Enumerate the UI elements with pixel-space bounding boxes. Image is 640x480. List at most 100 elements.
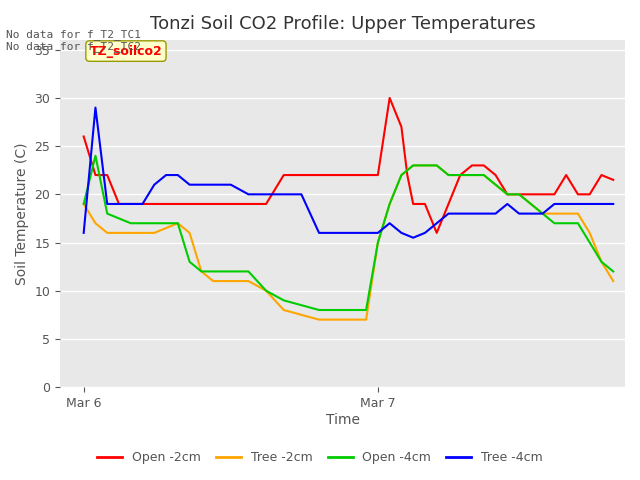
Open -2cm xyxy=(586,192,593,197)
Tree -4cm xyxy=(563,201,570,207)
Open -4cm xyxy=(397,172,405,178)
Tree -4cm xyxy=(80,230,88,236)
Tree -4cm xyxy=(539,211,547,216)
Tree -4cm xyxy=(598,201,605,207)
Tree -4cm xyxy=(186,182,193,188)
Open -4cm xyxy=(550,220,558,226)
Tree -2cm xyxy=(586,230,593,236)
Tree -2cm xyxy=(92,220,99,226)
Tree -4cm xyxy=(480,211,488,216)
Tree -4cm xyxy=(262,192,270,197)
Open -4cm xyxy=(586,240,593,245)
Tree -4cm xyxy=(209,182,217,188)
Open -2cm xyxy=(480,163,488,168)
Tree -2cm xyxy=(433,163,440,168)
Tree -2cm xyxy=(492,182,499,188)
Open -2cm xyxy=(227,201,235,207)
Tree -2cm xyxy=(563,211,570,216)
Tree -2cm xyxy=(609,278,617,284)
Open -2cm xyxy=(327,172,335,178)
Open -2cm xyxy=(468,163,476,168)
Tree -4cm xyxy=(244,192,252,197)
Tree -2cm xyxy=(209,278,217,284)
Tree -4cm xyxy=(104,201,111,207)
Open -4cm xyxy=(480,172,488,178)
Open -4cm xyxy=(262,288,270,294)
Open -2cm xyxy=(139,201,147,207)
Tree -4cm xyxy=(515,211,523,216)
Line: Tree -2cm: Tree -2cm xyxy=(84,166,613,320)
Open -4cm xyxy=(492,182,499,188)
Y-axis label: Soil Temperature (C): Soil Temperature (C) xyxy=(15,143,29,285)
Open -2cm xyxy=(574,192,582,197)
Open -2cm xyxy=(80,133,88,139)
Tree -4cm xyxy=(351,230,358,236)
Open -4cm xyxy=(504,192,511,197)
Tree -2cm xyxy=(174,220,182,226)
Tree -2cm xyxy=(351,317,358,323)
Tree -2cm xyxy=(386,201,394,207)
Tree -2cm xyxy=(316,317,323,323)
Open -4cm xyxy=(150,220,158,226)
Tree -2cm xyxy=(244,278,252,284)
Open -4cm xyxy=(433,163,440,168)
Text: No data for f_T2_TC1
No data for f_T2_TC2: No data for f_T2_TC1 No data for f_T2_TC… xyxy=(6,29,141,52)
Open -2cm xyxy=(362,172,370,178)
Open -2cm xyxy=(186,201,193,207)
Open -4cm xyxy=(327,307,335,313)
Open -4cm xyxy=(244,268,252,274)
Open -4cm xyxy=(186,259,193,264)
Tree -4cm xyxy=(327,230,335,236)
Tree -2cm xyxy=(468,172,476,178)
Tree -2cm xyxy=(339,317,346,323)
Tree -4cm xyxy=(609,201,617,207)
Open -2cm xyxy=(127,201,134,207)
Tree -2cm xyxy=(327,317,335,323)
Open -4cm xyxy=(421,163,429,168)
Tree -2cm xyxy=(397,172,405,178)
Open -2cm xyxy=(244,201,252,207)
Open -4cm xyxy=(162,220,170,226)
Open -2cm xyxy=(374,172,381,178)
Tree -4cm xyxy=(374,230,381,236)
Line: Open -4cm: Open -4cm xyxy=(84,156,613,310)
Open -2cm xyxy=(492,172,499,178)
Open -2cm xyxy=(316,172,323,178)
Line: Tree -4cm: Tree -4cm xyxy=(84,108,613,238)
Tree -4cm xyxy=(574,201,582,207)
Tree -4cm xyxy=(339,230,346,236)
Tree -2cm xyxy=(127,230,134,236)
Open -2cm xyxy=(386,95,394,101)
Open -2cm xyxy=(280,172,287,178)
Tree -4cm xyxy=(445,211,452,216)
Open -2cm xyxy=(397,124,405,130)
Tree -2cm xyxy=(80,201,88,207)
Line: Open -2cm: Open -2cm xyxy=(84,98,613,233)
Open -2cm xyxy=(539,192,547,197)
Tree -4cm xyxy=(316,230,323,236)
Open -2cm xyxy=(174,201,182,207)
Tree -4cm xyxy=(492,211,499,216)
Tree -2cm xyxy=(280,307,287,313)
Open -2cm xyxy=(115,201,123,207)
Tree -2cm xyxy=(539,211,547,216)
Open -2cm xyxy=(504,192,511,197)
Tree -4cm xyxy=(433,220,440,226)
Tree -4cm xyxy=(468,211,476,216)
Tree -4cm xyxy=(298,192,305,197)
Open -4cm xyxy=(456,172,464,178)
Tree -4cm xyxy=(421,230,429,236)
Tree -2cm xyxy=(598,259,605,264)
X-axis label: Time: Time xyxy=(326,413,360,427)
Open -2cm xyxy=(445,201,452,207)
Open -2cm xyxy=(456,172,464,178)
Tree -2cm xyxy=(410,163,417,168)
Open -2cm xyxy=(351,172,358,178)
Tree -2cm xyxy=(115,230,123,236)
Tree -2cm xyxy=(527,201,534,207)
Open -4cm xyxy=(80,201,88,207)
Tree -4cm xyxy=(92,105,99,110)
Open -2cm xyxy=(339,172,346,178)
Open -4cm xyxy=(127,220,134,226)
Open -4cm xyxy=(298,302,305,308)
